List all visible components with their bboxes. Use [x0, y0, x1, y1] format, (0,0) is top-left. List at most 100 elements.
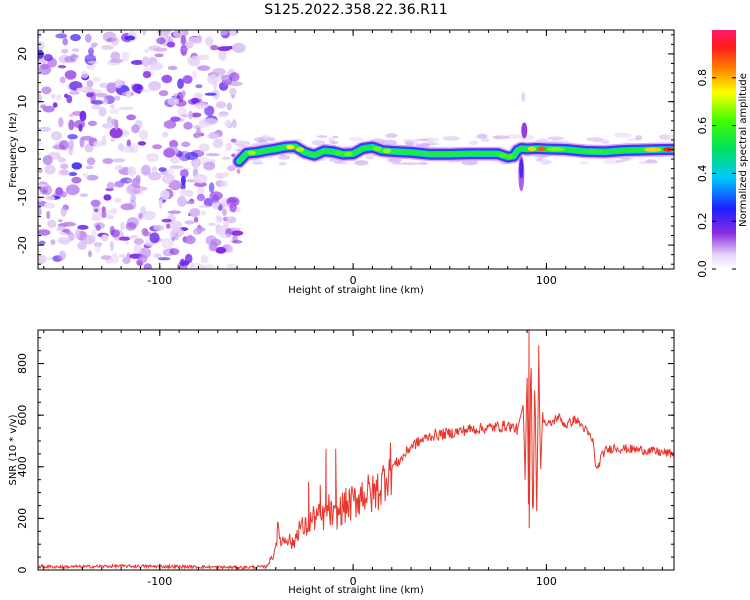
- noise-blob: [170, 156, 181, 165]
- noise-blob: [126, 114, 136, 121]
- noise-blob: [101, 211, 107, 219]
- noise-blob: [184, 152, 199, 160]
- noise-blob: [179, 188, 187, 198]
- ridge-hotspot: [373, 146, 382, 151]
- noise-blob: [195, 84, 203, 89]
- noise-blob: [47, 219, 57, 228]
- noise-blob: [192, 228, 202, 235]
- noise-blob: [227, 245, 234, 253]
- colorbar-gradient: [712, 30, 736, 269]
- halo-blob: [388, 157, 402, 163]
- noise-blob: [68, 113, 74, 118]
- noise-blob: [215, 101, 227, 109]
- noise-blob: [59, 163, 69, 169]
- noise-blob: [227, 165, 236, 172]
- noise-blob: [162, 131, 169, 138]
- halo-blob: [602, 159, 620, 165]
- halo-blob: [506, 133, 522, 140]
- noise-blob: [87, 60, 99, 64]
- noise-blob: [100, 45, 114, 50]
- noise-blob: [188, 36, 202, 44]
- noise-blob: [170, 116, 181, 122]
- halo-blob: [316, 135, 328, 138]
- halo-blob: [391, 162, 406, 165]
- noise-blob: [177, 107, 188, 118]
- noise-blob: [120, 221, 125, 231]
- noise-blob: [198, 204, 210, 209]
- noise-blob: [38, 229, 51, 236]
- noise-blob: [193, 216, 199, 223]
- noise-blob: [166, 41, 176, 48]
- noise-blob: [163, 120, 177, 129]
- noise-blob: [219, 233, 232, 239]
- noise-blob: [229, 227, 241, 232]
- noise-blob: [192, 158, 199, 170]
- noise-blob: [193, 174, 208, 184]
- noise-blob: [118, 236, 130, 241]
- noise-blob: [62, 37, 69, 46]
- noise-blob: [110, 103, 116, 109]
- noise-blob: [38, 41, 45, 50]
- snr-plot-area: [38, 330, 674, 570]
- noise-blob: [78, 123, 83, 132]
- noise-blob: [184, 235, 196, 245]
- noise-blob: [150, 62, 164, 71]
- noise-blob: [125, 90, 132, 99]
- noise-blob: [110, 253, 119, 264]
- noise-blob: [226, 263, 239, 269]
- noise-blob: [38, 140, 44, 146]
- x-tick-label: -100: [147, 575, 172, 588]
- halo-blob: [418, 161, 429, 165]
- noise-blob: [40, 257, 54, 261]
- noise-blob: [56, 94, 62, 101]
- noise-blob: [79, 193, 89, 198]
- snr-x-axis-label: Height of straight line (km): [288, 585, 424, 596]
- noise-blob: [58, 250, 66, 261]
- noise-blob: [228, 87, 237, 96]
- noise-blob: [160, 189, 170, 200]
- noise-blob: [205, 36, 214, 47]
- halo-blob: [593, 139, 611, 143]
- noise-blob: [121, 51, 130, 62]
- noise-blob: [180, 34, 187, 45]
- noise-blob: [209, 241, 218, 252]
- noise-blob: [111, 118, 117, 126]
- noise-blob: [67, 134, 78, 140]
- noise-blob: [93, 140, 105, 147]
- noise-blob: [167, 168, 175, 176]
- noise-blob: [102, 98, 108, 106]
- noise-blob: [94, 243, 101, 253]
- noise-blob: [200, 254, 209, 264]
- y-tick-label: 20: [16, 47, 29, 61]
- noise-blob: [138, 212, 143, 219]
- snr-frame: [37, 329, 675, 571]
- noise-blob: [197, 65, 211, 71]
- noise-blob: [86, 174, 99, 181]
- halo-blob: [660, 134, 674, 141]
- noise-blob: [112, 158, 126, 163]
- noise-blob: [79, 137, 85, 148]
- halo-blob: [278, 155, 290, 160]
- noise-blob: [196, 193, 205, 202]
- ridge-hotspot: [344, 151, 353, 157]
- ridge-hotspot: [286, 144, 295, 150]
- colorbar-tick-label: 0.6: [696, 117, 709, 135]
- spectrogram-y-axis-label: Frequency (Hz): [8, 112, 19, 188]
- noise-blob: [60, 48, 69, 54]
- noise-blob: [106, 181, 115, 190]
- noise-blob: [182, 75, 193, 84]
- noise-blob: [182, 47, 189, 52]
- noise-blob: [52, 102, 58, 108]
- noise-blob: [205, 153, 220, 157]
- noise-blob: [38, 152, 41, 157]
- noise-blob: [167, 65, 178, 71]
- noise-blob: [133, 238, 144, 245]
- noise-blob: [62, 221, 76, 227]
- noise-blob: [71, 176, 82, 184]
- noise-blob: [39, 187, 48, 195]
- ridge-band: [236, 144, 674, 164]
- noise-blob: [192, 70, 197, 80]
- noise-blob: [229, 202, 237, 213]
- noise-blob: [118, 253, 126, 258]
- noise-blob: [118, 106, 127, 111]
